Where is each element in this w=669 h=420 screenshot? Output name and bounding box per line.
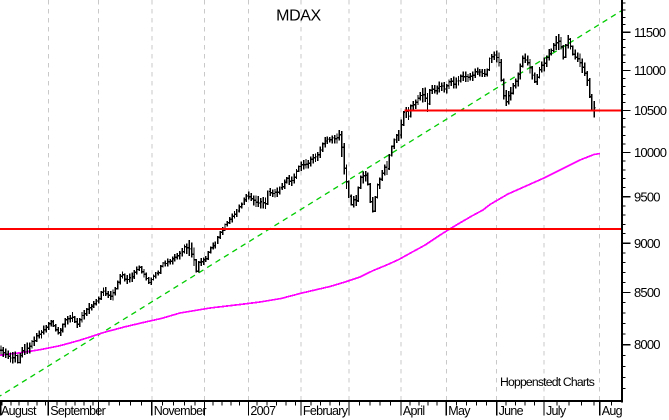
svg-text:Aug: Aug <box>602 404 623 418</box>
svg-text:February: February <box>303 404 349 418</box>
svg-text:8000: 8000 <box>634 337 660 352</box>
svg-text:11500: 11500 <box>634 25 666 40</box>
svg-text:9000: 9000 <box>634 236 660 251</box>
svg-text:10500: 10500 <box>634 103 667 118</box>
svg-text:June: June <box>499 404 524 418</box>
svg-text:May: May <box>448 404 471 418</box>
svg-text:April: April <box>403 404 425 418</box>
svg-text:10000: 10000 <box>634 145 667 160</box>
svg-text:Hoppenstedt Charts: Hoppenstedt Charts <box>500 375 595 389</box>
svg-text:MDAX: MDAX <box>276 8 321 25</box>
svg-text:July: July <box>546 404 567 418</box>
svg-text:September: September <box>50 404 105 418</box>
svg-text:11000: 11000 <box>634 63 666 78</box>
svg-text:9500: 9500 <box>634 189 660 204</box>
svg-text:2007: 2007 <box>250 404 276 418</box>
svg-text:8500: 8500 <box>634 285 660 300</box>
svg-text:November: November <box>154 404 207 418</box>
svg-text:August: August <box>1 404 37 418</box>
